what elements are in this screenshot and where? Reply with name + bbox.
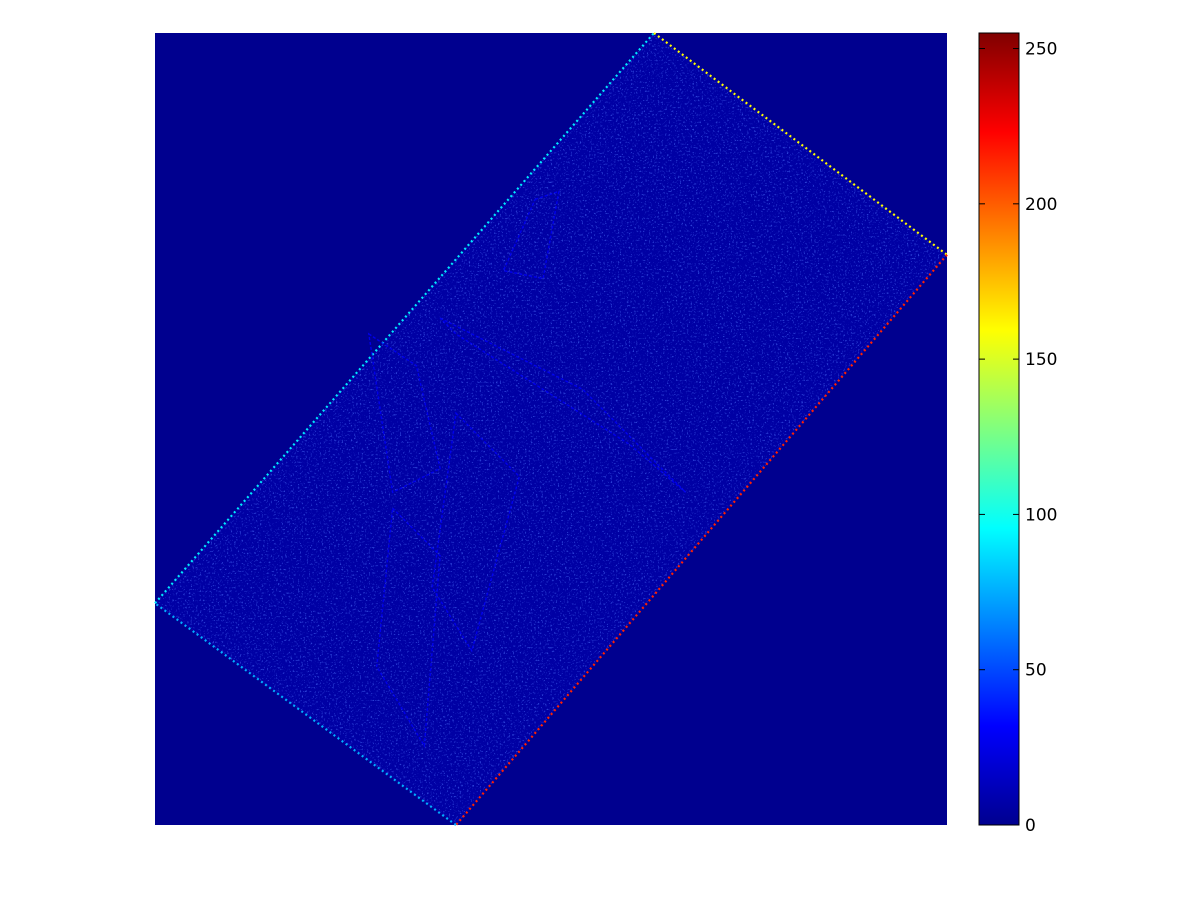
colorbar-tick-label: 100 — [1025, 505, 1057, 525]
structure-outline-1 — [502, 190, 560, 280]
structure-outline-2 — [439, 317, 687, 493]
image-structures — [367, 190, 687, 749]
structure-outline-4 — [431, 411, 521, 653]
colorbar: 0 50 100 150 200 250 — [978, 32, 1057, 836]
colorbar-tick-label: 250 — [1025, 40, 1057, 60]
edge-bottom-right — [455, 254, 948, 826]
edge-bottom-left — [154, 602, 457, 826]
structure-outline-5 — [376, 506, 441, 749]
colorbar-tick-label: 0 — [1025, 816, 1036, 836]
image-axes — [154, 32, 948, 826]
colorbar-tick-label: 50 — [1025, 661, 1047, 681]
edge-top-left — [154, 32, 655, 604]
colorbar-ticks: 0 50 100 150 200 250 — [979, 40, 1057, 836]
structure-outline-3 — [367, 332, 441, 494]
rotated-region — [154, 32, 948, 826]
colorbar-tick-label: 150 — [1025, 350, 1057, 370]
colorbar-tick-label: 200 — [1025, 195, 1057, 215]
colorbar-gradient — [978, 32, 1020, 826]
region-texture — [155, 33, 947, 825]
edge-top-right — [653, 32, 948, 256]
